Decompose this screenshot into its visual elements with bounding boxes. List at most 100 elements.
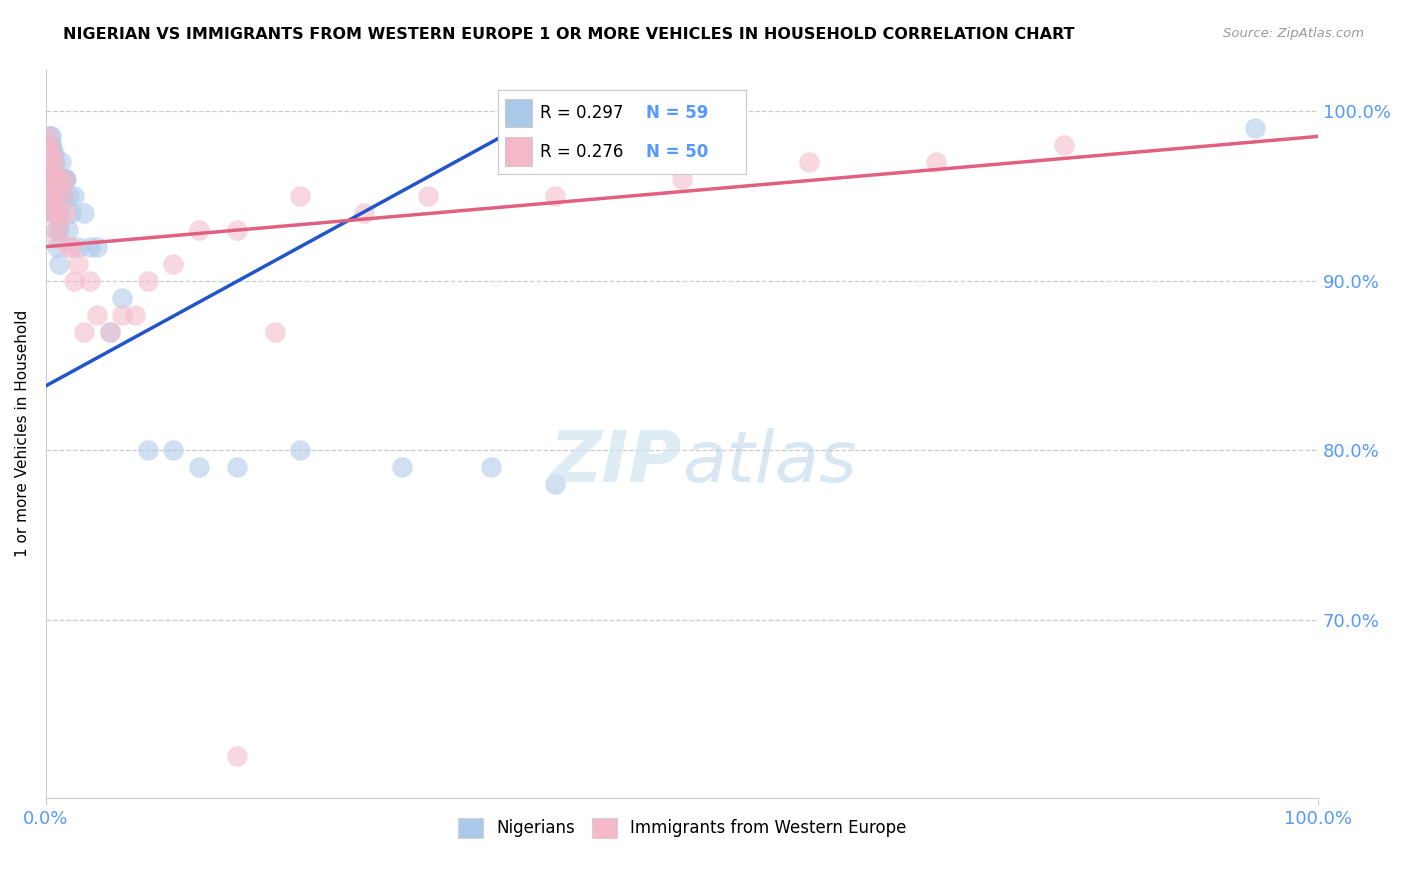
Point [45, 171, 67, 186]
Point [41, 154, 63, 169]
Point [39, 146, 62, 161]
Point [44, 171, 66, 186]
Point [136, 274, 159, 288]
Point [162, 443, 184, 458]
Point [39, 129, 62, 144]
Point [39, 163, 62, 178]
Point [51, 188, 73, 202]
Point [38, 146, 60, 161]
Point [52, 171, 75, 186]
Point [187, 460, 209, 475]
Point [53, 171, 76, 186]
Point [55, 171, 77, 186]
Point [187, 223, 209, 237]
Point [48, 171, 70, 186]
Point [162, 257, 184, 271]
Point [37, 137, 59, 152]
Text: ZIP: ZIP [550, 428, 682, 497]
Point [38, 137, 60, 152]
Point [799, 154, 821, 169]
Point [53, 171, 76, 186]
Point [1243, 120, 1265, 135]
Point [58, 188, 80, 202]
Point [38, 171, 60, 186]
Y-axis label: 1 or more Vehicles in Household: 1 or more Vehicles in Household [15, 310, 30, 557]
Point [41, 154, 63, 169]
Point [41, 206, 63, 220]
Point [41, 188, 63, 202]
Point [49, 206, 72, 220]
Text: Source: ZipAtlas.com: Source: ZipAtlas.com [1223, 27, 1364, 40]
Point [38, 129, 60, 144]
Point [44, 154, 66, 169]
Point [73, 206, 96, 220]
Point [42, 154, 65, 169]
Point [66, 240, 89, 254]
Point [416, 188, 439, 202]
Point [38, 146, 60, 161]
Point [44, 206, 66, 220]
Point [42, 171, 65, 186]
Point [79, 240, 101, 254]
Point [290, 443, 312, 458]
Point [63, 274, 86, 288]
Point [46, 240, 69, 254]
Point [37, 171, 59, 186]
Point [45, 197, 67, 211]
Point [39, 171, 62, 186]
Point [49, 206, 72, 220]
Point [48, 188, 70, 202]
Point [38, 137, 60, 152]
Point [38, 154, 60, 169]
Text: atlas: atlas [682, 428, 856, 497]
Point [42, 197, 65, 211]
Point [225, 223, 247, 237]
Point [45, 171, 67, 186]
Point [51, 188, 73, 202]
Point [671, 171, 693, 186]
Point [41, 206, 63, 220]
Point [1053, 137, 1076, 152]
Point [44, 206, 66, 220]
Point [353, 206, 375, 220]
Point [124, 308, 146, 322]
Point [45, 223, 67, 237]
Point [38, 188, 60, 202]
Point [225, 460, 247, 475]
Point [111, 308, 134, 322]
Point [391, 460, 413, 475]
Point [225, 748, 247, 763]
Point [73, 325, 96, 339]
Text: NIGERIAN VS IMMIGRANTS FROM WESTERN EUROPE 1 OR MORE VEHICLES IN HOUSEHOLD CORRE: NIGERIAN VS IMMIGRANTS FROM WESTERN EURO… [63, 27, 1074, 42]
Point [38, 163, 60, 178]
Point [544, 188, 567, 202]
Point [42, 163, 65, 178]
Point [925, 154, 948, 169]
Point [544, 477, 567, 491]
Point [45, 223, 67, 237]
Point [86, 240, 108, 254]
Point [60, 240, 83, 254]
Point [264, 325, 287, 339]
Point [111, 291, 134, 305]
Point [56, 223, 79, 237]
Point [41, 146, 63, 161]
Point [290, 188, 312, 202]
Point [42, 146, 65, 161]
Point [479, 460, 502, 475]
Point [86, 308, 108, 322]
Point [136, 443, 159, 458]
Point [39, 180, 62, 194]
Point [39, 146, 62, 161]
Point [66, 257, 89, 271]
Point [46, 231, 69, 245]
Point [79, 274, 101, 288]
Point [41, 137, 63, 152]
Legend: Nigerians, Immigrants from Western Europe: Nigerians, Immigrants from Western Europ… [451, 811, 912, 845]
Point [98, 325, 121, 339]
Point [63, 188, 86, 202]
Point [38, 137, 60, 152]
Point [51, 180, 73, 194]
Point [98, 325, 121, 339]
Point [55, 206, 77, 220]
